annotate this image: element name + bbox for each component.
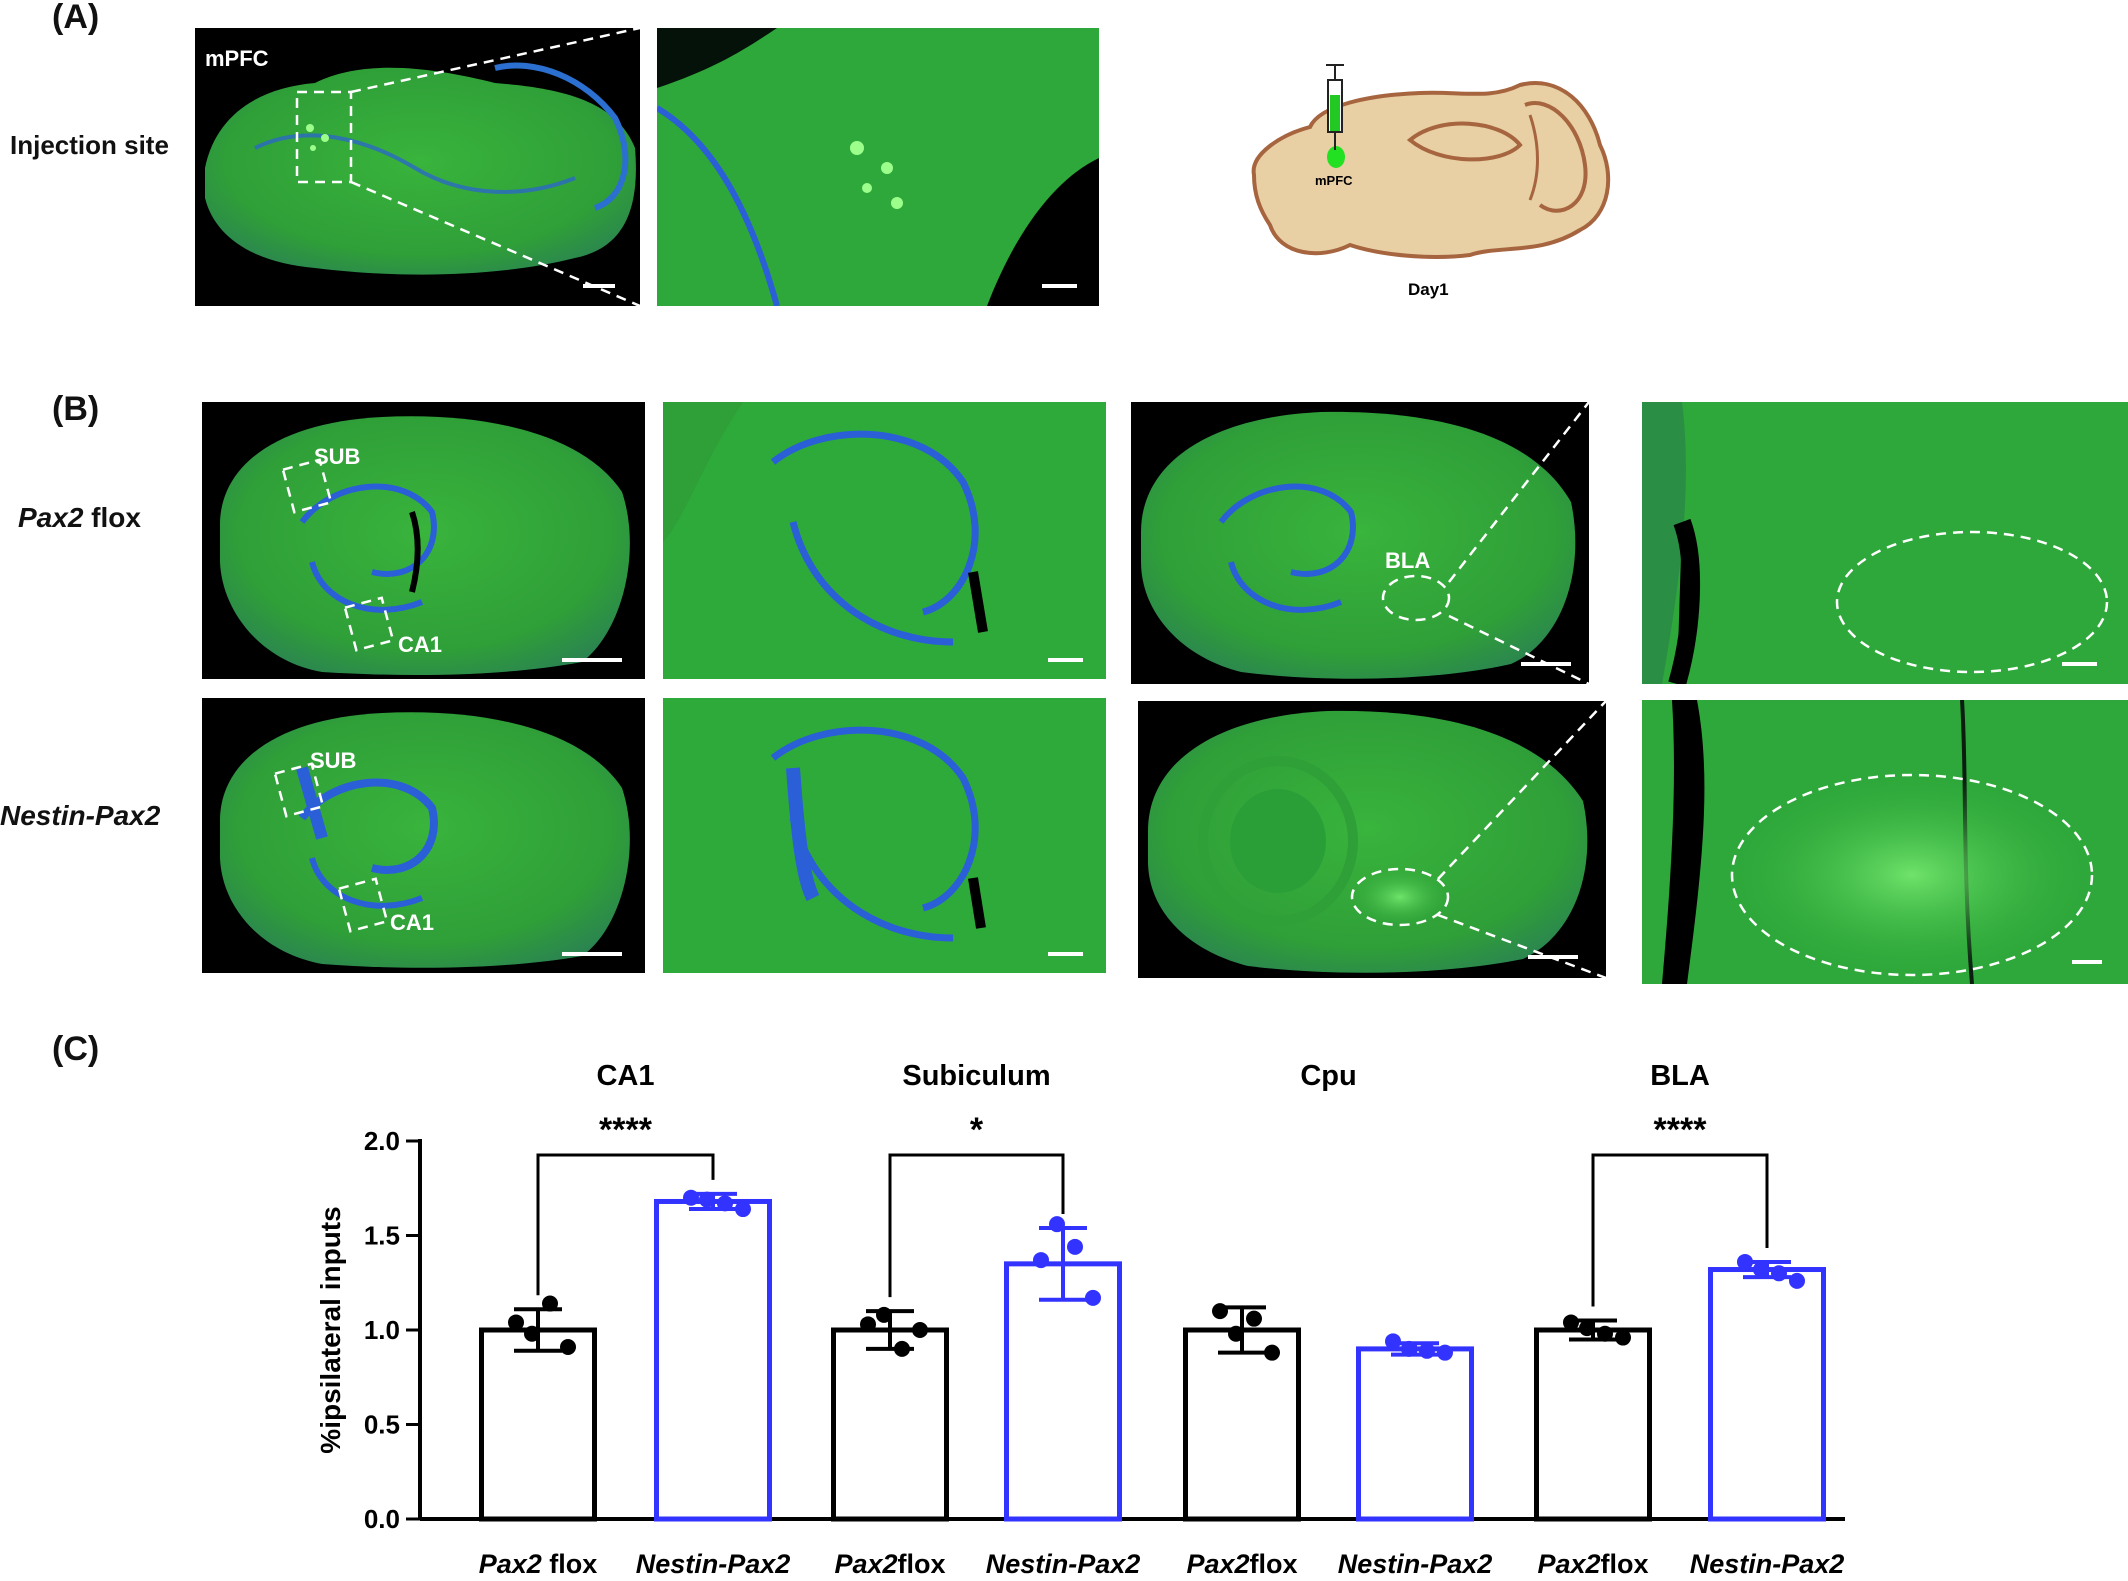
x-category-label: Pax2 flox	[479, 1549, 598, 1579]
data-point	[508, 1314, 524, 1331]
y-tick-label: 1.5	[364, 1221, 400, 1251]
pax2-flox-overview-image: SUB CA1	[202, 402, 645, 679]
injection-overview-image: mPFC	[195, 28, 640, 306]
nestin-pax2-overview-image: SUB CA1	[202, 698, 645, 973]
data-point	[1385, 1333, 1401, 1350]
data-point	[1085, 1289, 1101, 1306]
bar	[1708, 1267, 1826, 1522]
panel-a-label: (A)	[52, 0, 100, 36]
data-point	[876, 1306, 892, 1323]
data-point	[1563, 1314, 1579, 1331]
data-point	[1789, 1272, 1805, 1289]
significance-bracket	[1591, 1153, 1769, 1307]
pax2-flox-bla-zoom-image	[1642, 402, 2128, 684]
bar	[1183, 1327, 1301, 1522]
x-category-label: Pax2flox	[1537, 1549, 1648, 1579]
significance-stars: *	[970, 1111, 984, 1149]
data-point	[1049, 1216, 1065, 1233]
x-category-label: Pax2flox	[834, 1549, 945, 1579]
data-point	[683, 1189, 699, 1206]
sub-label: SUB	[314, 444, 360, 469]
y-tick-label: 0.0	[364, 1504, 400, 1534]
data-point	[560, 1339, 576, 1356]
sub-label-2: SUB	[310, 748, 356, 773]
row-label-nestin-pax2: Nestin-Pax2	[0, 800, 161, 831]
significance-bracket	[888, 1153, 1065, 1298]
group-title: Cpu	[1300, 1060, 1356, 1092]
bar	[1004, 1261, 1122, 1522]
injection-zoom-image	[657, 28, 1099, 306]
panel-b-label: (B)	[52, 390, 100, 428]
nestin-pax2-bla-overview-image	[1138, 701, 1606, 978]
injection-site-label: Injection site	[10, 130, 169, 160]
y-tick-label: 1.0	[364, 1315, 400, 1345]
significance-stars: ****	[1654, 1111, 1708, 1149]
significance-stars: ****	[599, 1111, 653, 1149]
panel-c-label: (C)	[52, 1030, 100, 1068]
data-point	[1753, 1261, 1769, 1278]
data-point	[1597, 1325, 1613, 1342]
x-category-label: Nestin-Pax2	[986, 1549, 1141, 1579]
data-point	[1228, 1325, 1244, 1342]
data-point	[735, 1201, 751, 1218]
pax2-flox-bla-overview-image: BLA	[1131, 402, 1589, 684]
mpfc-region-label: mPFC	[205, 46, 269, 71]
nestin-pax2-bla-zoom-image	[1642, 700, 2128, 984]
data-point	[1437, 1344, 1453, 1361]
data-point	[912, 1322, 928, 1338]
ca1-label: CA1	[398, 632, 442, 657]
group-title: Subiculum	[902, 1060, 1050, 1092]
bar	[831, 1327, 949, 1522]
row-label-pax2-flox: Pax2 flox	[18, 502, 141, 533]
y-tick-label: 0.5	[364, 1410, 400, 1440]
x-category-label: Nestin-Pax2	[636, 1549, 791, 1579]
data-point	[860, 1316, 876, 1333]
data-point	[1737, 1253, 1753, 1270]
injection-schematic: mPFC Day1	[1251, 64, 1611, 299]
group-title: BLA	[1650, 1060, 1710, 1092]
bar	[479, 1327, 597, 1522]
data-point	[699, 1191, 715, 1208]
data-point	[1246, 1310, 1262, 1327]
y-axis-label: %ipsilateral inputs	[315, 1206, 346, 1453]
data-point	[894, 1340, 910, 1357]
x-category-label: Pax2flox	[1186, 1549, 1297, 1579]
data-point	[1615, 1329, 1631, 1346]
pax2-flox-hippocampus-image	[663, 402, 1106, 679]
data-point	[1419, 1342, 1435, 1359]
data-point	[1033, 1252, 1049, 1269]
ipsilateral-inputs-bar-chart: %ipsilateral inputs 0.0 0.5 1.0 1.5 2.0 CA1 Pax…	[315, 1060, 1845, 1579]
data-point	[1401, 1340, 1417, 1357]
data-point	[1212, 1303, 1228, 1320]
bla-label: BLA	[1385, 548, 1430, 573]
syringe-icon	[1326, 64, 1344, 150]
significance-bracket	[536, 1153, 715, 1296]
x-category-label: Nestin-Pax2	[1690, 1549, 1845, 1579]
x-category-label: Nestin-Pax2	[1338, 1549, 1493, 1579]
data-point	[542, 1295, 558, 1312]
bar	[1534, 1327, 1652, 1522]
schematic-region-label: mPFC	[1315, 173, 1353, 188]
data-point	[1771, 1265, 1787, 1282]
data-point	[717, 1195, 733, 1212]
data-point	[1579, 1320, 1595, 1337]
data-point	[1067, 1238, 1083, 1255]
bar	[654, 1198, 772, 1522]
schematic-injection-spot	[1327, 146, 1345, 168]
bar	[1356, 1346, 1474, 1522]
y-tick-label: 2.0	[364, 1126, 400, 1156]
group-title: CA1	[596, 1060, 654, 1092]
data-point	[524, 1325, 540, 1342]
data-point	[1264, 1344, 1280, 1361]
schematic-caption: Day1	[1408, 280, 1449, 299]
nestin-pax2-hippocampus-image	[663, 698, 1106, 973]
ca1-label-2: CA1	[390, 910, 434, 935]
